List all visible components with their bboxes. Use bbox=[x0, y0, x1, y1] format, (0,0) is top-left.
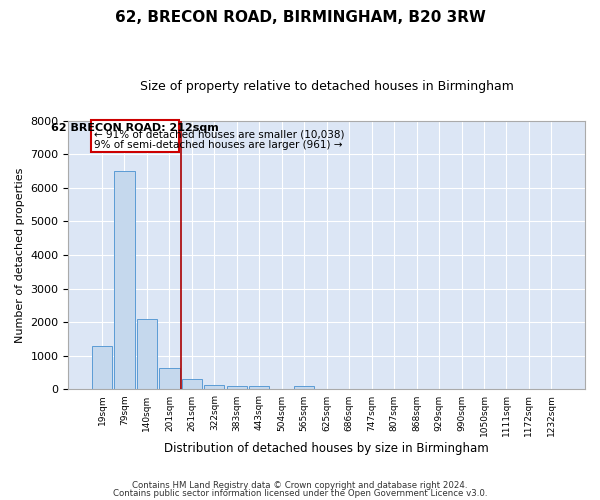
Text: ← 91% of detached houses are smaller (10,038): ← 91% of detached houses are smaller (10… bbox=[94, 130, 344, 140]
Text: Contains HM Land Registry data © Crown copyright and database right 2024.: Contains HM Land Registry data © Crown c… bbox=[132, 481, 468, 490]
X-axis label: Distribution of detached houses by size in Birmingham: Distribution of detached houses by size … bbox=[164, 442, 489, 455]
Text: 62, BRECON ROAD, BIRMINGHAM, B20 3RW: 62, BRECON ROAD, BIRMINGHAM, B20 3RW bbox=[115, 10, 485, 25]
Bar bbox=[294, 386, 314, 390]
Bar bbox=[159, 368, 179, 390]
Text: 62 BRECON ROAD: 212sqm: 62 BRECON ROAD: 212sqm bbox=[51, 122, 219, 132]
Bar bbox=[227, 386, 247, 390]
Bar bbox=[182, 380, 202, 390]
Bar bbox=[204, 386, 224, 390]
Bar bbox=[115, 171, 134, 390]
Text: Contains public sector information licensed under the Open Government Licence v3: Contains public sector information licen… bbox=[113, 488, 487, 498]
Title: Size of property relative to detached houses in Birmingham: Size of property relative to detached ho… bbox=[140, 80, 514, 93]
Bar bbox=[249, 386, 269, 390]
Bar bbox=[91, 120, 179, 152]
Y-axis label: Number of detached properties: Number of detached properties bbox=[15, 168, 25, 342]
Bar bbox=[92, 346, 112, 390]
Text: 9% of semi-detached houses are larger (961) →: 9% of semi-detached houses are larger (9… bbox=[94, 140, 343, 150]
Bar bbox=[137, 319, 157, 390]
